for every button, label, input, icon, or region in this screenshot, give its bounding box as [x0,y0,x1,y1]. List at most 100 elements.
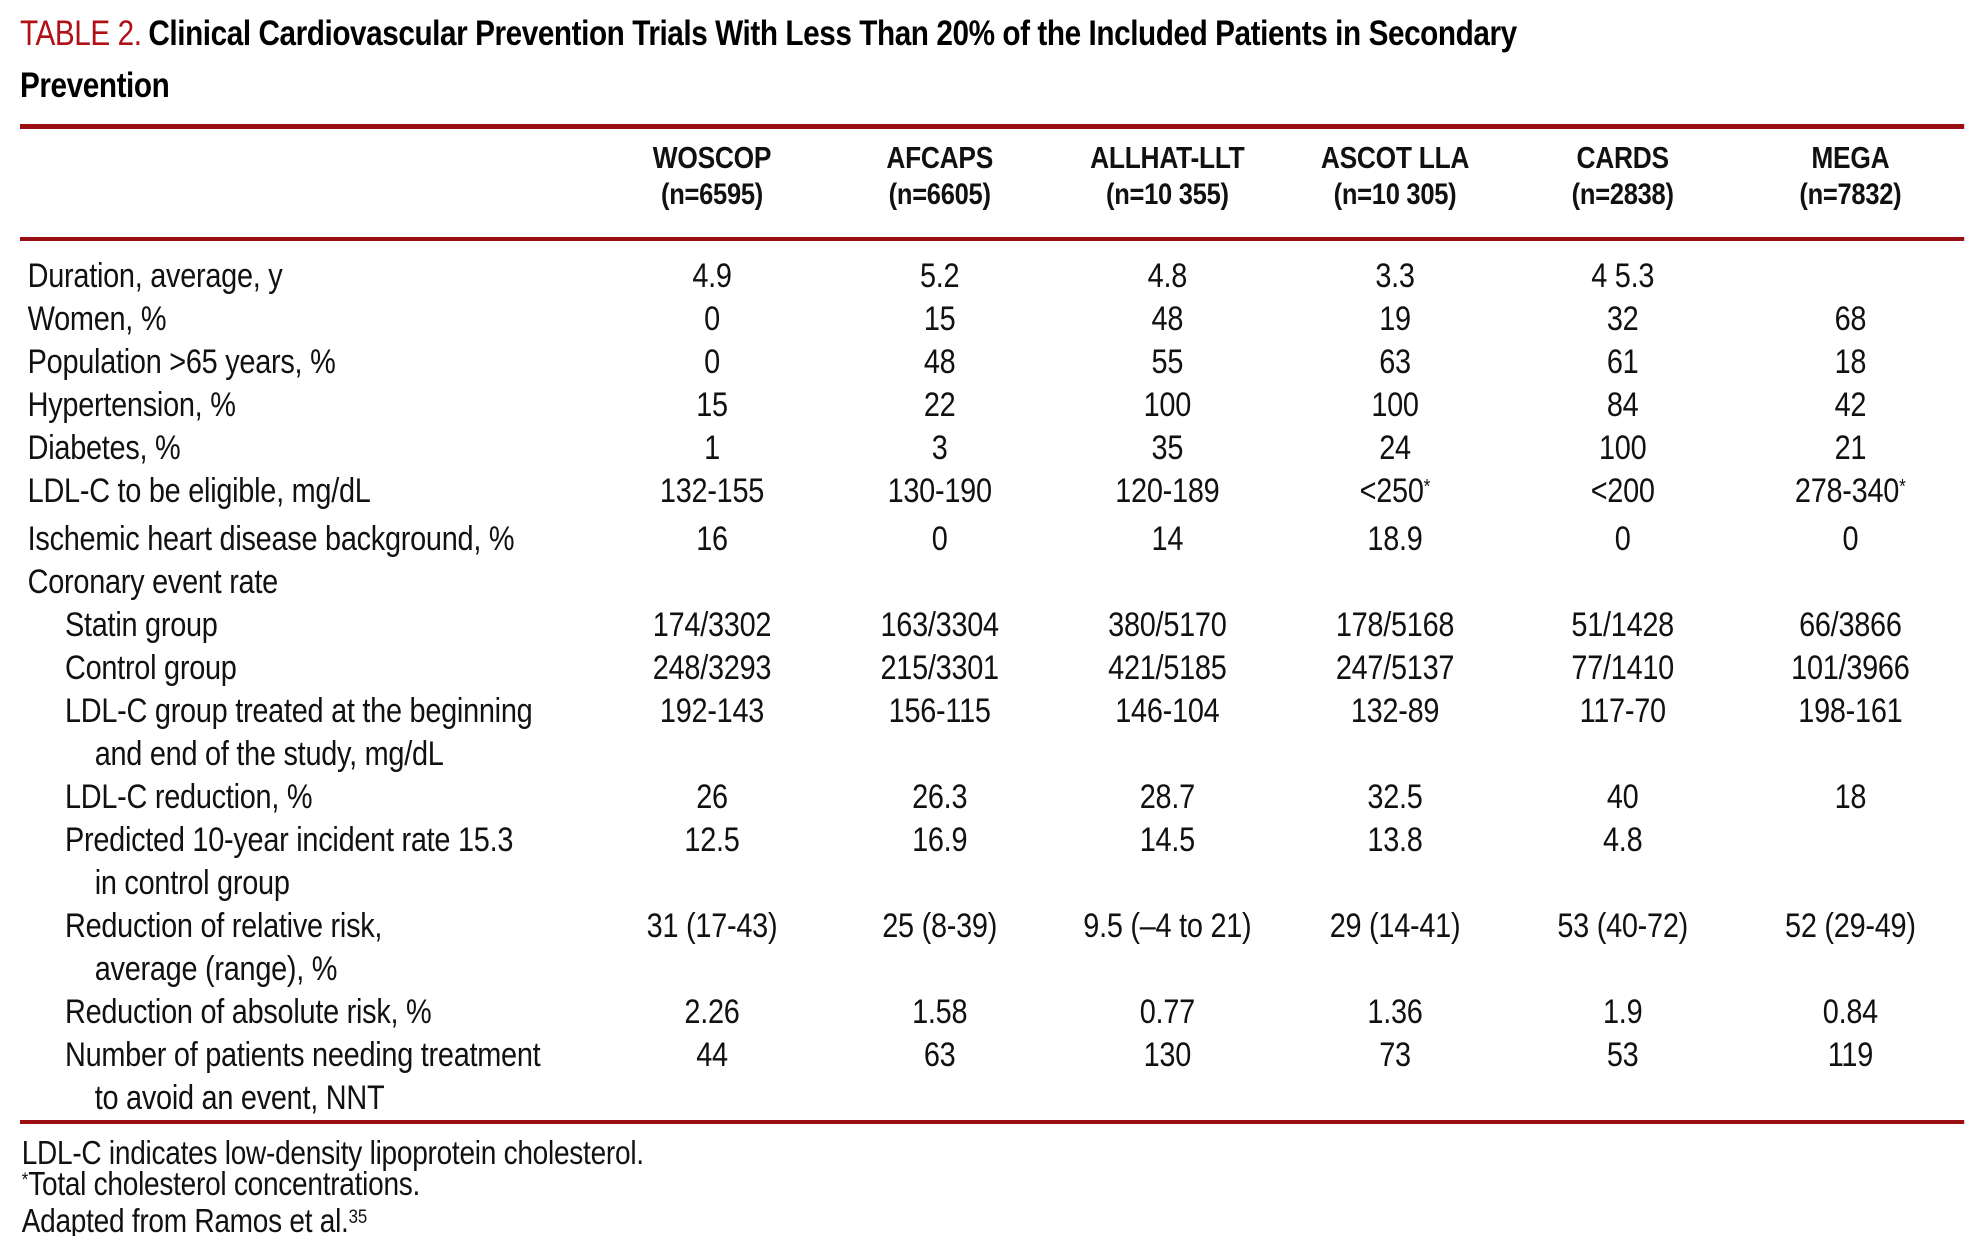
table-row: Duration, average, y 4.9 5.2 4.8 3.3 4 5.3 [20,255,1964,298]
cell-value: <200 [1590,472,1655,510]
row-label: Number of patients needing treatment to a… [20,1034,598,1120]
cell-value: 55 [1151,343,1184,381]
cell-value: 66/3866 [1799,606,1902,644]
row-label-wrap-line: and end of the study, mg/dL [94,735,444,773]
row-label-line: Coronary event rate [27,563,279,601]
cell-value: 248/3293 [652,649,772,687]
table-row: LDL-C group treated at the beginning and … [20,690,1964,776]
cell-value: 3 [931,429,948,467]
cell-value: 0 [931,520,948,558]
row-label-line: LDL-C reduction, % [64,778,313,816]
cell-value: 0 [1614,520,1631,558]
cell-value: 29 (14-41) [1329,907,1461,945]
row-label-line: Diabetes, % [27,429,181,467]
cell-value: 73 [1379,1036,1411,1074]
row-label: Duration, average, y [20,255,598,298]
row-label-line: LDL-C group treated at the beginning [64,692,533,730]
cell-value: 51/1428 [1571,606,1674,644]
cell-value: 15 [696,386,728,424]
footnote-asterisk: * [21,1169,29,1192]
cell-value: 63 [923,1036,956,1074]
cell-value: 198-161 [1798,692,1903,730]
cell-value: 0 [704,343,720,381]
trial-sample-size: (n=2838) [1571,178,1674,211]
cell-value: 4.8 [1603,821,1643,859]
row-label-line: Ischemic heart disease background, % [27,520,515,558]
row-label: LDL-C to be eligible, mg/dL [20,470,598,518]
footnote-line: LDL-C indicates low-density lipoprotein … [21,1134,644,1171]
table-caption-line2: Prevention [20,66,170,105]
cell-value: 68 [1834,300,1867,338]
footer-rule [20,1120,1965,1124]
trial-sample-size: (n=10 305) [1333,178,1457,211]
cell-value: 28.7 [1139,778,1195,816]
row-label-line: Hypertension, % [27,386,236,424]
row-label-line: Population >65 years, % [27,343,336,381]
cell-value: 100 [1598,429,1647,467]
cell-value: 132-89 [1350,692,1440,730]
cell-value: 4.8 [1147,257,1188,295]
cell-value: 0 [1842,520,1859,558]
cell-value: 174/3302 [652,606,772,644]
cell-value: 24 [1379,429,1411,467]
trial-name: WOSCOP [652,140,772,175]
cell-value: 18.9 [1367,520,1423,558]
trial-name: ASCOT LLA [1320,140,1470,175]
cell-value: 1.36 [1367,993,1423,1031]
cell-value: 421/5185 [1108,649,1227,687]
table-number: TABLE 2. [20,14,142,53]
row-label-line: Reduction of absolute risk, % [64,993,432,1031]
cell-value: 84 [1606,386,1639,424]
cell-value: 52 (29-49) [1785,907,1916,945]
row-label-line: Women, % [27,300,167,338]
row-label-wrap-line: to avoid an event, NNT [94,1079,385,1117]
trial-sample-size: (n=6605) [888,178,991,211]
cell-value: 9.5 (–4 to 21) [1083,907,1252,945]
cell-value: 1.58 [912,993,968,1031]
cell-value: 14 [1151,520,1184,558]
table-row: Ischemic heart disease background, % 16 0 1… [20,518,1964,561]
footnote-line: *Total cholesterol concentrations. [21,1165,421,1202]
row-label-line: Predicted 10-year incident rate 15.3 [64,821,514,859]
cell-value: 380/5170 [1108,606,1227,644]
trial-sample-size: (n=10 355) [1105,178,1229,211]
footnotes: LDL-C indicates low-density lipoprotein … [20,1134,1964,1236]
cell-value: 1.9 [1603,993,1643,1031]
header-rule [20,237,1965,241]
cell-value: 146-104 [1115,692,1220,730]
cell-value: 53 [1606,1036,1639,1074]
row-label: Diabetes, % [20,427,598,470]
table-title: TABLE 2. Clinical Cardiovascular Preventi… [20,8,1964,112]
row-label-line: Reduction of relative risk, [64,907,383,945]
cell-value: 19 [1379,300,1411,338]
cell-value: 4 5.3 [1591,257,1655,295]
table-row: Control group 248/3293 215/3301 421/5185 247… [20,647,1964,690]
cell-value: 77/1410 [1571,649,1674,687]
cell-value: 4.9 [692,257,732,295]
cell-value: 2.26 [684,993,740,1031]
cell-value: 12.5 [684,821,740,859]
row-label: Ischemic heart disease background, % [20,518,598,561]
table-row: Statin group 174/3302 163/3304 380/5170 178/… [20,604,1964,647]
cell-value: 32 [1606,300,1639,338]
trial-sample-size: (n=7832) [1799,178,1902,211]
cell-value: 16 [696,520,728,558]
cell-value: 247/5137 [1335,649,1455,687]
cell-value: 18 [1834,778,1867,816]
trial-name: AFCAPS [886,140,994,175]
cell-value: 18 [1834,343,1867,381]
cell-value: 42 [1834,386,1867,424]
table-body: Duration, average, y 4.9 5.2 4.8 3.3 4 5.3 Wom… [20,241,1964,1120]
cell-value: 26 [696,778,728,816]
row-label-line: Duration, average, y [27,257,283,295]
row-label: LDL-C group treated at the beginning and … [20,690,598,776]
cell-value: 119 [1827,1036,1874,1074]
cell-value: 120-189 [1115,472,1220,510]
trial-name: MEGA [1811,140,1890,175]
row-label-line: Statin group [64,606,218,644]
cell-value: 32.5 [1367,778,1423,816]
table-row: Hypertension, % 15 22 100 100 84 42 [20,384,1964,427]
table-row: Diabetes, % 1 3 35 24 100 21 [20,427,1964,470]
cell-value: 5.2 [919,257,960,295]
cell-value: 26.3 [912,778,968,816]
